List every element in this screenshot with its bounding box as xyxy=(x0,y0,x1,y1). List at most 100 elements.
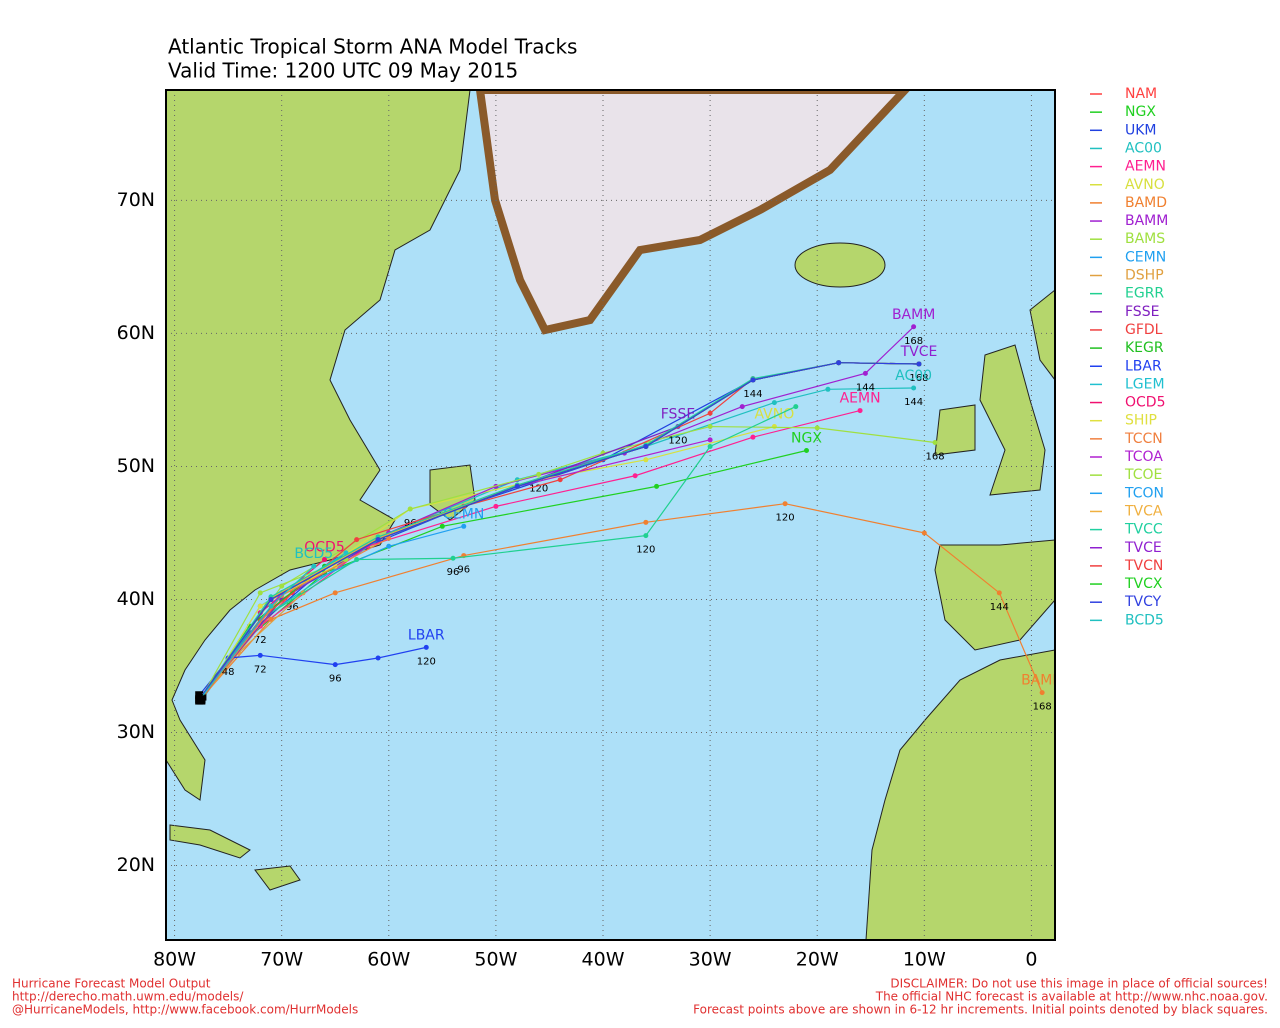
track-label: BAMD xyxy=(1021,673,1063,689)
forecast-point xyxy=(1039,690,1045,696)
track-label: LBAR xyxy=(408,627,445,643)
track-label: NGX xyxy=(791,430,822,446)
forecast-point xyxy=(836,360,842,366)
forecast-point xyxy=(932,440,938,446)
footer-right: The official NHC forecast is available a… xyxy=(875,990,1268,1004)
legend-label: TCOE xyxy=(1124,467,1162,483)
forecast-point xyxy=(407,506,413,512)
legend-label: BAMS xyxy=(1125,231,1165,247)
forecast-point xyxy=(257,652,263,658)
legend-label: TCOA xyxy=(1124,449,1163,465)
legend-label: TCON xyxy=(1124,485,1164,501)
forecast-point xyxy=(707,424,713,430)
forecast-hour: 168 xyxy=(1033,702,1052,713)
forecast-point xyxy=(911,324,917,330)
y-tick-label: 30N xyxy=(117,721,155,743)
legend-label: LGEM xyxy=(1125,376,1165,392)
initial-point xyxy=(196,695,205,704)
y-tick-label: 40N xyxy=(117,588,155,610)
forecast-hour: 120 xyxy=(529,483,548,494)
legend-label: KEGR xyxy=(1125,340,1164,356)
forecast-point xyxy=(643,443,649,449)
forecast-hour: 96 xyxy=(457,565,470,576)
legend-label: NAM xyxy=(1125,86,1157,102)
greenland xyxy=(475,90,911,335)
x-tick-label: 60W xyxy=(367,949,410,971)
forecast-point xyxy=(423,644,429,650)
forecast-point xyxy=(322,557,328,563)
legend-label: BAMM xyxy=(1125,213,1168,229)
forecast-point xyxy=(825,386,831,392)
forecast-point xyxy=(375,537,381,543)
forecast-point xyxy=(375,655,381,661)
forecast-point xyxy=(771,424,777,430)
chart-title: Atlantic Tropical Storm ANA Model Tracks xyxy=(168,35,577,59)
forecast-hour: 72 xyxy=(254,664,267,675)
y-tick-label: 20N xyxy=(117,854,155,876)
forecast-hour: 120 xyxy=(668,436,687,447)
chart-subtitle: Valid Time: 1200 UTC 09 May 2015 xyxy=(168,59,518,83)
track-label: AEMN xyxy=(840,391,881,407)
forecast-point xyxy=(268,603,274,609)
forecast-point xyxy=(557,477,563,483)
legend-label: TVCA xyxy=(1124,503,1163,519)
forecast-point xyxy=(750,377,756,383)
x-tick-label: 30W xyxy=(689,949,732,971)
legend-label: AC00 xyxy=(1125,140,1162,156)
forecast-hour: 120 xyxy=(776,513,795,524)
forecast-point xyxy=(862,370,868,376)
legend-label: CEMN xyxy=(1125,249,1166,265)
forecast-hour: 120 xyxy=(636,545,655,556)
hispaniola xyxy=(254,865,301,891)
forecast-point xyxy=(386,535,392,541)
track-label: BAMM xyxy=(892,307,935,323)
forecast-point xyxy=(857,408,863,414)
forecast-point xyxy=(643,519,649,525)
forecast-hour: 144 xyxy=(990,602,1009,613)
forecast-point xyxy=(386,543,392,549)
forecast-point xyxy=(450,555,456,561)
land: 72 96 NGX 144 168 144 AC00 AEMN AVNO 96 120 144 168 B… xyxy=(166,90,1063,940)
x-tick-label: 70W xyxy=(260,949,303,971)
footer-right: Forecast points above are shown in 6-12 … xyxy=(693,1003,1268,1017)
plot-frame xyxy=(165,89,1056,941)
track-label: AVNO xyxy=(754,407,794,423)
track-line xyxy=(199,425,936,699)
forecast-point xyxy=(354,557,360,563)
forecast-point xyxy=(911,385,917,391)
x-tick-label: 20W xyxy=(796,949,839,971)
forecast-point xyxy=(493,503,499,509)
legend-label: DSHP xyxy=(1125,268,1164,284)
forecast-point xyxy=(771,400,777,406)
forecast-point xyxy=(707,437,713,443)
y-tick-label: 70N xyxy=(117,189,155,211)
scandinavia xyxy=(1029,289,1055,381)
y-tick-label: 50N xyxy=(117,455,155,477)
x-tick-label: 0 xyxy=(1025,949,1037,971)
legend-label: TCCN xyxy=(1124,431,1163,447)
forecast-point xyxy=(643,533,649,539)
legend-label: FSSE xyxy=(1125,304,1159,320)
footer-left: @HurricaneModels, http://www.facebook.co… xyxy=(12,1003,358,1017)
forecast-hour: 168 xyxy=(909,373,928,384)
forecast-hour: 96 xyxy=(329,674,342,685)
legend-label: BCD5 xyxy=(1125,612,1164,628)
x-tick-label: 80W xyxy=(153,949,196,971)
track-line xyxy=(200,525,464,700)
forecast-point xyxy=(707,443,713,449)
forecast-point xyxy=(654,483,660,489)
x-tick-label: 50W xyxy=(474,949,517,971)
forecast-point xyxy=(257,590,263,596)
forecast-point xyxy=(332,590,338,596)
legend-label: AEMN xyxy=(1125,159,1166,175)
cuba xyxy=(169,824,251,859)
forecast-hour: 96 xyxy=(286,602,299,613)
iceland xyxy=(794,242,886,288)
forecast-point xyxy=(814,425,820,431)
legend-label: BAMD xyxy=(1125,195,1167,211)
forecast-point xyxy=(707,410,713,416)
forecast-hour: 120 xyxy=(417,656,436,667)
legend-label: GFDL xyxy=(1125,322,1163,338)
legend-label: EGRR xyxy=(1125,286,1164,302)
